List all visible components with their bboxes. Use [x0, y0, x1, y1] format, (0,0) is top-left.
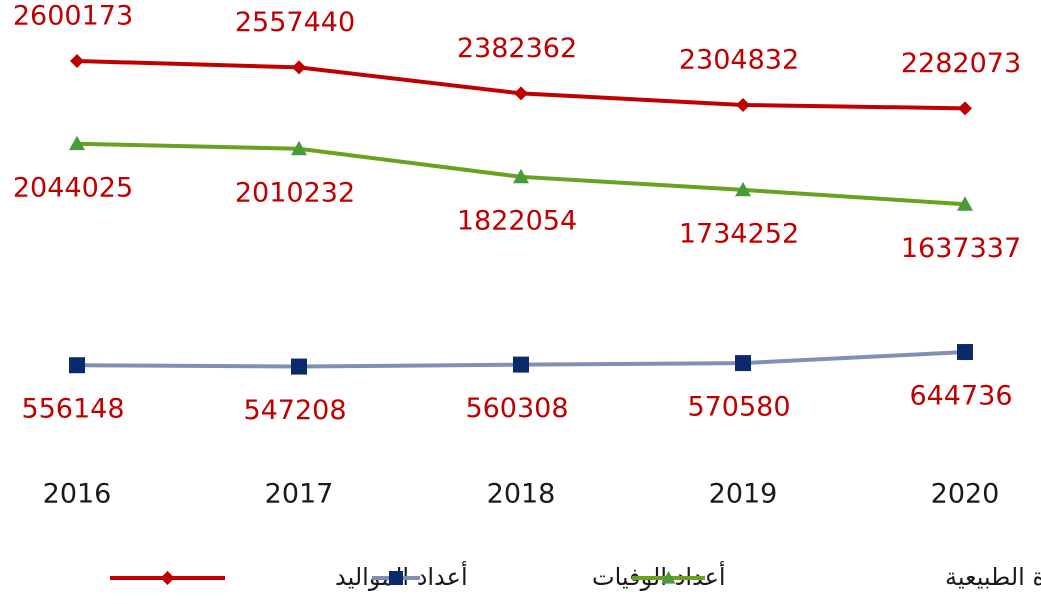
point	[661, 571, 676, 584]
data-label: 2600173	[13, 1, 133, 32]
data-label: 556148	[21, 394, 124, 425]
x-tick-label: 2018	[487, 479, 556, 510]
point	[160, 571, 175, 585]
legend-label: أعداد الزيادة الطبيعية	[945, 561, 1041, 591]
point	[292, 60, 306, 75]
point	[291, 358, 307, 375]
point	[513, 356, 529, 373]
point	[735, 181, 751, 197]
point	[958, 101, 972, 116]
point	[513, 168, 529, 184]
data-label: 2557440	[235, 7, 355, 38]
data-label: 2282073	[901, 48, 1021, 79]
point	[957, 196, 973, 211]
data-label: 644736	[909, 381, 1012, 412]
x-tick-label: 2020	[931, 479, 1000, 510]
data-label: 1822054	[457, 205, 577, 236]
point	[389, 571, 403, 585]
point	[69, 135, 85, 151]
data-label: 560308	[465, 393, 568, 424]
x-tick-label: 2017	[265, 479, 334, 510]
series-line	[76, 59, 966, 111]
data-label: 2044025	[13, 172, 133, 203]
point	[736, 97, 750, 112]
point	[514, 86, 528, 101]
point	[735, 355, 751, 372]
data-label: 2304832	[679, 44, 799, 75]
data-label: 547208	[243, 395, 346, 426]
point	[70, 54, 84, 68]
point	[69, 357, 85, 374]
x-tick-label: 2019	[709, 479, 778, 510]
x-tick-label: 2016	[43, 479, 112, 510]
data-label: 570580	[687, 392, 790, 423]
data-label: 2010232	[235, 177, 355, 208]
data-label: 1734252	[679, 218, 799, 249]
data-label: 2382362	[457, 33, 577, 64]
point	[957, 344, 973, 361]
point	[291, 140, 307, 156]
data-label: 1637337	[901, 233, 1021, 264]
